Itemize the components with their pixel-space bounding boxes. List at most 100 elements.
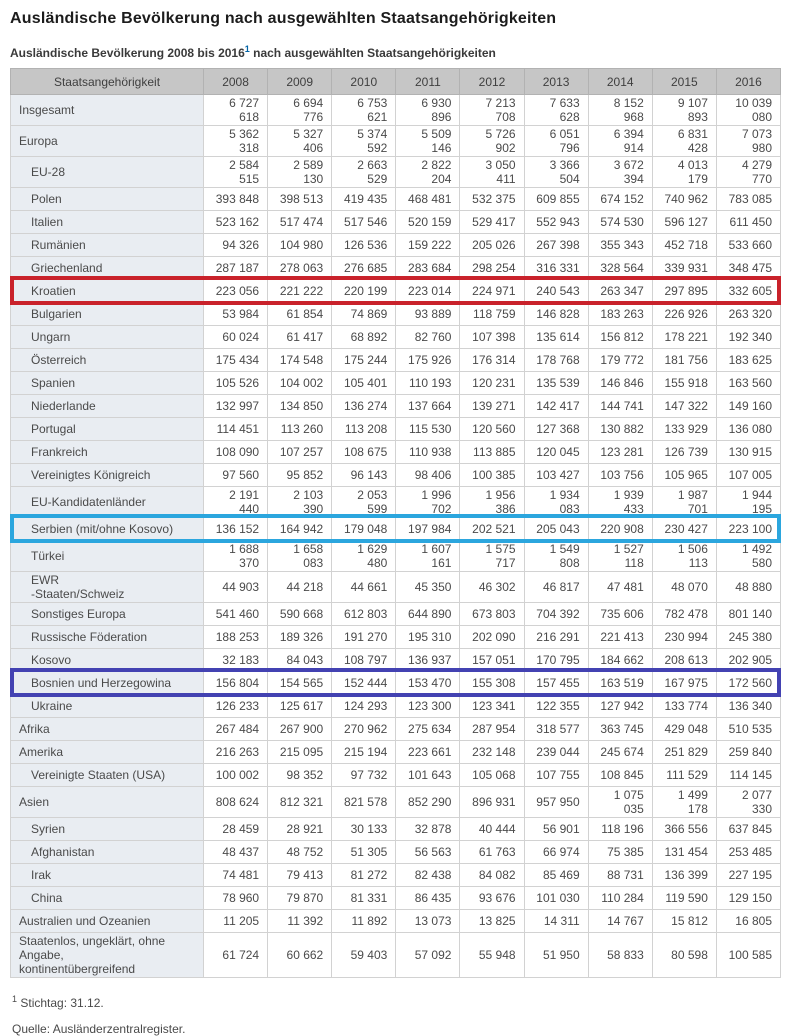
- table-row: Serbien (mit/ohne Kosovo) 136 152 164 942 1…: [10, 517, 782, 541]
- table-row: Portugal 114 451 113 260 113 208 115 530 120 …: [10, 417, 782, 441]
- value-cell: 363 745: [587, 717, 653, 741]
- row-label: Insgesamt: [10, 94, 204, 126]
- value-cell: 782 478: [651, 602, 717, 626]
- table-row: Sonstiges Europa 541 460 590 668 612 803 644…: [10, 602, 782, 626]
- value-cell: 164 942: [267, 517, 333, 541]
- value-cell: 61 417: [267, 325, 333, 349]
- value-cell: 119 590: [651, 886, 717, 910]
- value-cell: 3 050 411: [459, 156, 525, 188]
- table-row: Staatenlos, ungeklärt, ohne Angabe, kont…: [10, 932, 782, 978]
- value-cell: 393 848: [202, 187, 269, 211]
- value-cell: 75 385: [587, 840, 653, 864]
- table-row: Europa 5 362 318 5 327 406 5 374 592 5 509 1…: [10, 125, 782, 157]
- row-label: Kosovo: [10, 648, 204, 672]
- value-cell: 176 314: [459, 348, 525, 372]
- value-cell: 1 527 118: [587, 540, 653, 572]
- table-row: Vereinigte Staaten (USA) 100 002 98 352 97 …: [10, 763, 782, 787]
- value-cell: 59 403: [331, 932, 397, 978]
- value-cell: 172 560: [715, 671, 782, 695]
- value-cell: 97 560: [202, 463, 269, 487]
- value-cell: 541 460: [202, 602, 269, 626]
- table-row: Syrien 28 459 28 921 30 133 32 878 40 444 56 9…: [10, 817, 782, 841]
- value-cell: 126 233: [202, 694, 269, 718]
- value-cell: 596 127: [651, 210, 717, 234]
- value-cell: 452 718: [651, 233, 717, 257]
- value-cell: 852 290: [395, 786, 461, 818]
- row-label: Syrien: [10, 817, 204, 841]
- value-cell: 4 013 179: [651, 156, 717, 188]
- value-cell: 85 469: [523, 863, 589, 887]
- value-cell: 896 931: [459, 786, 525, 818]
- value-cell: 103 756: [587, 463, 653, 487]
- row-label: Bosnien und Herzegowina: [10, 671, 204, 695]
- value-cell: 1 575 717: [459, 540, 525, 572]
- value-cell: 163 519: [587, 671, 653, 695]
- table-row: Insgesamt 6 727 618 6 694 776 6 753 621 6 93…: [10, 94, 782, 126]
- value-cell: 78 960: [202, 886, 269, 910]
- value-cell: 9 107 893: [651, 94, 717, 126]
- value-cell: 16 805: [715, 909, 782, 933]
- value-cell: 114 451: [202, 417, 269, 441]
- value-cell: 1 658 083: [267, 540, 333, 572]
- value-cell: 60 024: [202, 325, 269, 349]
- value-cell: 28 459: [202, 817, 269, 841]
- value-cell: 1 934 083: [523, 486, 589, 518]
- value-cell: 80 598: [651, 932, 717, 978]
- value-cell: 1 987 701: [651, 486, 717, 518]
- value-cell: 1 607 161: [395, 540, 461, 572]
- value-cell: 127 942: [587, 694, 653, 718]
- value-cell: 179 772: [587, 348, 653, 372]
- column-header-2009: 2009: [267, 68, 333, 95]
- value-cell: 154 565: [267, 671, 333, 695]
- value-cell: 517 474: [267, 210, 333, 234]
- value-cell: 6 051 796: [523, 125, 589, 157]
- value-cell: 1 075 035: [587, 786, 653, 818]
- value-cell: 118 759: [459, 302, 525, 326]
- value-cell: 644 890: [395, 602, 461, 626]
- value-cell: 5 362 318: [202, 125, 269, 157]
- value-cell: 107 755: [523, 763, 589, 787]
- table-row: Irak 74 481 79 413 81 272 82 438 84 082 85 469…: [10, 863, 782, 887]
- value-cell: 197 984: [395, 517, 461, 541]
- value-cell: 220 199: [331, 279, 397, 303]
- value-cell: 179 048: [331, 517, 397, 541]
- value-cell: 74 481: [202, 863, 269, 887]
- table-row: Türkei 1 688 370 1 658 083 1 629 480 1 607 1…: [10, 540, 782, 572]
- subtitle-text-pre: Ausländische Bevölkerung 2008 bis 2016: [10, 46, 245, 60]
- value-cell: 123 300: [395, 694, 461, 718]
- value-cell: 1 939 433: [587, 486, 653, 518]
- value-cell: 105 965: [651, 463, 717, 487]
- value-cell: 93 889: [395, 302, 461, 326]
- table-row: Afghanistan 48 437 48 752 51 305 56 563 61 76…: [10, 840, 782, 864]
- column-header-staatsangehoerigkeit: Staatsangehörigkeit: [10, 68, 204, 95]
- value-cell: 114 145: [715, 763, 782, 787]
- value-cell: 157 051: [459, 648, 525, 672]
- value-cell: 134 850: [267, 394, 333, 418]
- value-cell: 46 302: [459, 571, 525, 603]
- value-cell: 105 401: [331, 371, 397, 395]
- value-cell: 163 560: [715, 371, 782, 395]
- value-cell: 60 662: [267, 932, 333, 978]
- footnote-ref-link[interactable]: 1: [244, 44, 250, 54]
- row-label: Australien und Ozeanien: [10, 909, 204, 933]
- value-cell: 175 244: [331, 348, 397, 372]
- value-cell: 7 073 980: [715, 125, 782, 157]
- value-cell: 298 254: [459, 256, 525, 280]
- table-row: Italien 523 162 517 474 517 546 520 159 529 4…: [10, 210, 782, 234]
- value-cell: 2 584 515: [202, 156, 269, 188]
- table-row: Österreich 175 434 174 548 175 244 175 926 17…: [10, 348, 782, 372]
- table-row: Spanien 105 526 104 002 105 401 110 193 120 2…: [10, 371, 782, 395]
- column-header-2015: 2015: [651, 68, 717, 95]
- table-row: Kosovo 32 183 84 043 108 797 136 937 157 051 1…: [10, 648, 782, 672]
- value-cell: 100 002: [202, 763, 269, 787]
- value-cell: 4 279 770: [715, 156, 782, 188]
- value-cell: 131 454: [651, 840, 717, 864]
- row-label: EU-Kandidatenländer: [10, 486, 204, 518]
- value-cell: 97 732: [331, 763, 397, 787]
- value-cell: 215 095: [267, 740, 333, 764]
- table-row: Afrika 267 484 267 900 270 962 275 634 287 95…: [10, 717, 782, 741]
- value-cell: 93 676: [459, 886, 525, 910]
- value-cell: 94 326: [202, 233, 269, 257]
- table-row: Rumänien 94 326 104 980 126 536 159 222 205 0…: [10, 233, 782, 257]
- value-cell: 66 974: [523, 840, 589, 864]
